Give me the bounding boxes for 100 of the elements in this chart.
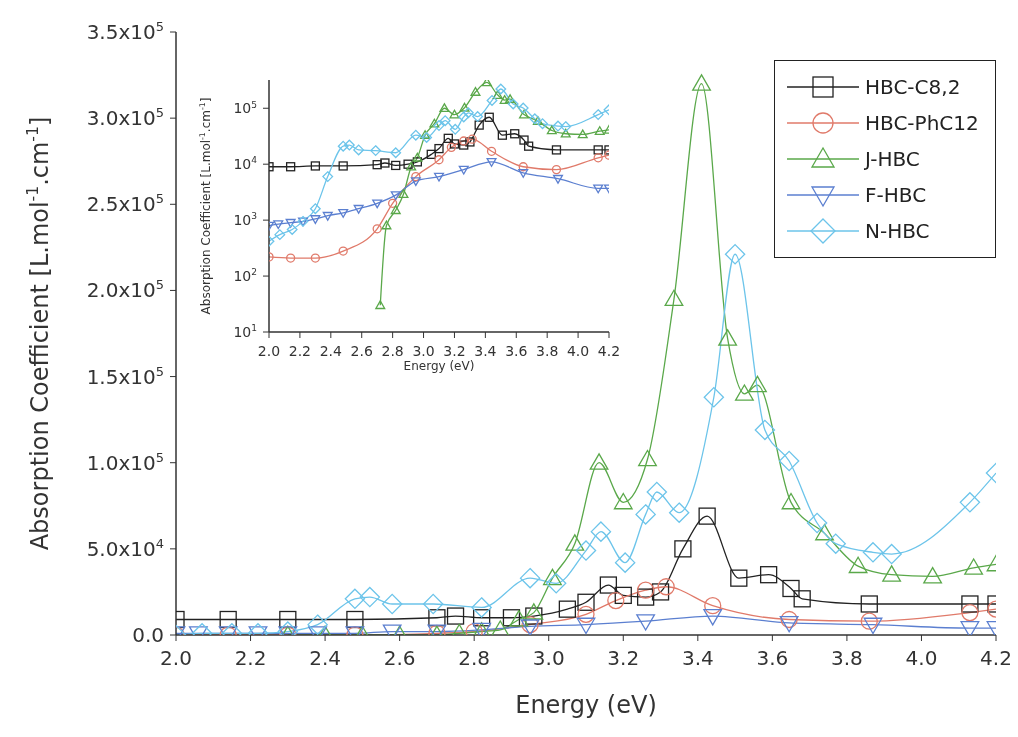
point xyxy=(344,588,366,610)
point xyxy=(495,83,507,95)
point xyxy=(635,504,656,525)
point xyxy=(353,144,365,156)
x-tick-label: 3.8 xyxy=(536,343,559,359)
point xyxy=(636,614,656,631)
point xyxy=(338,161,348,171)
point xyxy=(380,158,390,168)
point xyxy=(502,609,521,627)
point xyxy=(390,147,402,159)
point xyxy=(704,597,722,615)
point xyxy=(410,129,422,141)
x-tick-label: 3.2 xyxy=(607,646,640,670)
point xyxy=(449,123,461,135)
point xyxy=(412,157,423,167)
legend-label: J-HBC xyxy=(865,147,920,171)
y-tick-label: 2.0x10$^{5}$ xyxy=(86,277,164,303)
point xyxy=(698,507,716,525)
point xyxy=(285,218,296,228)
x-tick-label: 4.2 xyxy=(597,343,621,359)
point xyxy=(286,224,298,235)
y-tick-label: 0.0 xyxy=(132,623,164,647)
point xyxy=(848,556,868,574)
x-tick-label: 2.8 xyxy=(381,343,404,359)
x-axis-title: Energy (eV) xyxy=(403,359,475,373)
point xyxy=(674,540,692,558)
x-tick-label: 2.4 xyxy=(319,343,343,359)
point xyxy=(668,502,690,523)
point xyxy=(507,98,519,110)
point xyxy=(458,165,469,175)
y-tick-label: 10$^{2}$ xyxy=(233,267,257,284)
point xyxy=(381,593,403,615)
point xyxy=(359,586,381,608)
point xyxy=(577,593,595,611)
x-tick-label: 3.4 xyxy=(474,343,497,359)
point xyxy=(370,145,382,157)
point xyxy=(429,118,440,128)
point xyxy=(613,492,633,510)
point xyxy=(552,174,564,184)
point xyxy=(964,558,984,575)
point xyxy=(472,111,484,123)
x-tick-label: 3.8 xyxy=(831,646,863,670)
point xyxy=(590,521,612,542)
x-tick-label: 3.6 xyxy=(505,343,528,359)
point xyxy=(310,253,321,263)
point xyxy=(381,220,392,230)
point xyxy=(882,565,902,582)
point xyxy=(779,615,799,633)
x-tick-label: 2.0 xyxy=(257,343,281,359)
point xyxy=(692,74,711,91)
point xyxy=(607,591,625,610)
x-tick-label: 2.4 xyxy=(309,646,341,670)
point xyxy=(434,143,444,154)
point xyxy=(492,90,503,99)
legend-label: N-HBC xyxy=(865,219,930,243)
x-tick-label: 4.2 xyxy=(980,646,1012,670)
point xyxy=(636,581,655,599)
point xyxy=(310,161,321,171)
point xyxy=(599,576,618,594)
point xyxy=(387,198,398,208)
legend-label: F-HBC xyxy=(865,183,927,207)
point xyxy=(499,95,510,104)
point xyxy=(433,120,445,132)
point xyxy=(754,419,776,441)
point xyxy=(759,566,778,584)
point xyxy=(307,614,328,635)
point xyxy=(462,107,474,119)
point xyxy=(403,159,413,169)
y-tick-label: 5.0x10$^{4}$ xyxy=(86,535,164,561)
point xyxy=(748,375,767,393)
point xyxy=(391,160,401,171)
legend-label: HBC-C8,2 xyxy=(865,75,961,99)
x-tick-label: 2.8 xyxy=(458,646,491,670)
y-tick-label: 2.5x10$^{5}$ xyxy=(86,191,164,217)
point xyxy=(459,102,470,112)
y-tick-label: 10$^{4}$ xyxy=(233,155,258,173)
point xyxy=(519,135,529,145)
legend-label: HBC-PhC12 xyxy=(865,111,979,135)
point xyxy=(309,203,321,215)
point xyxy=(537,118,548,130)
point xyxy=(862,542,884,563)
point xyxy=(411,171,421,182)
point xyxy=(484,112,494,122)
x-tick-label: 3.4 xyxy=(681,646,714,670)
point xyxy=(593,153,603,163)
x-tick-label: 3.0 xyxy=(412,343,435,359)
point xyxy=(474,120,484,130)
point xyxy=(434,155,444,165)
point xyxy=(449,109,460,119)
y-tick-label: 1.5x10$^{5}$ xyxy=(86,363,164,389)
x-axis-title: Energy (eV) xyxy=(515,691,657,719)
point xyxy=(273,220,284,230)
point xyxy=(881,543,902,565)
point xyxy=(780,610,798,629)
point xyxy=(825,533,846,554)
point xyxy=(730,569,748,587)
point xyxy=(517,102,529,114)
point xyxy=(636,588,655,606)
point xyxy=(390,205,401,215)
point xyxy=(593,184,604,194)
